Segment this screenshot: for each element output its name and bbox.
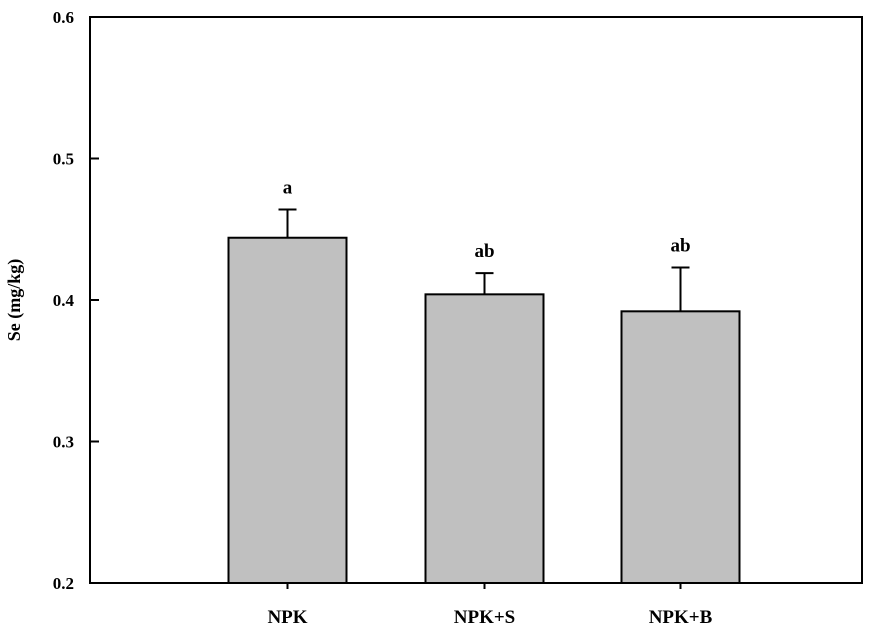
x-axis: NPK NPK+S NPK+B	[267, 583, 713, 628]
bar-npk	[227, 236, 348, 585]
x-category-label: NPK	[267, 607, 307, 628]
y-tick-label: 0.4	[53, 291, 75, 310]
y-axis-title: Se (mg/kg)	[4, 259, 25, 342]
y-tick-label: 0.5	[53, 150, 74, 169]
significance-label: a	[283, 177, 293, 198]
significance-label: ab	[474, 241, 494, 262]
bars-group: a ab ab	[227, 177, 741, 585]
bar-npk-plus-b	[620, 310, 741, 584]
y-axis: 0.2 0.3 0.4 0.5 0.6	[53, 8, 99, 593]
y-tick-label: 0.6	[53, 8, 74, 27]
x-category-label: NPK+S	[454, 607, 516, 628]
y-tick-label: 0.2	[53, 574, 74, 593]
x-category-label: NPK+B	[649, 607, 713, 628]
significance-label: ab	[670, 235, 690, 256]
bar-npk-plus-s	[424, 293, 545, 584]
y-tick-label: 0.3	[53, 433, 74, 452]
